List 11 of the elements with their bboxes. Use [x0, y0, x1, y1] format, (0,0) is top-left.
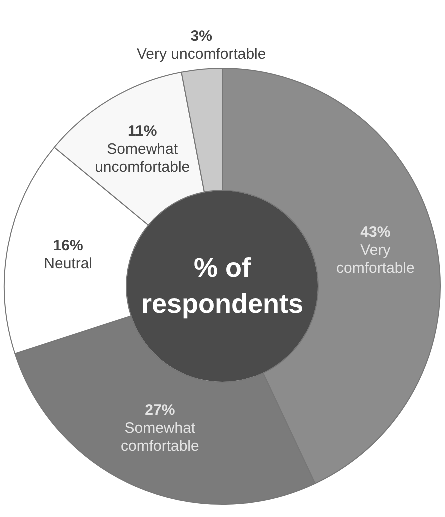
slice-label: Very comfortable	[336, 242, 415, 277]
slice-label: Somewhat comfortable	[120, 420, 200, 456]
slice-label: Very uncomfortable	[136, 46, 266, 64]
slice-label: Somewhat uncomfortable	[95, 141, 190, 176]
slice-label: Neutral	[44, 256, 92, 273]
data-label: 27%	[145, 402, 176, 420]
data-label: 16%	[53, 238, 84, 255]
data-label: 11%	[128, 123, 158, 140]
data-label: 3%	[190, 28, 212, 46]
data-label: 43%	[360, 224, 391, 241]
text: % of respondents	[141, 252, 304, 322]
